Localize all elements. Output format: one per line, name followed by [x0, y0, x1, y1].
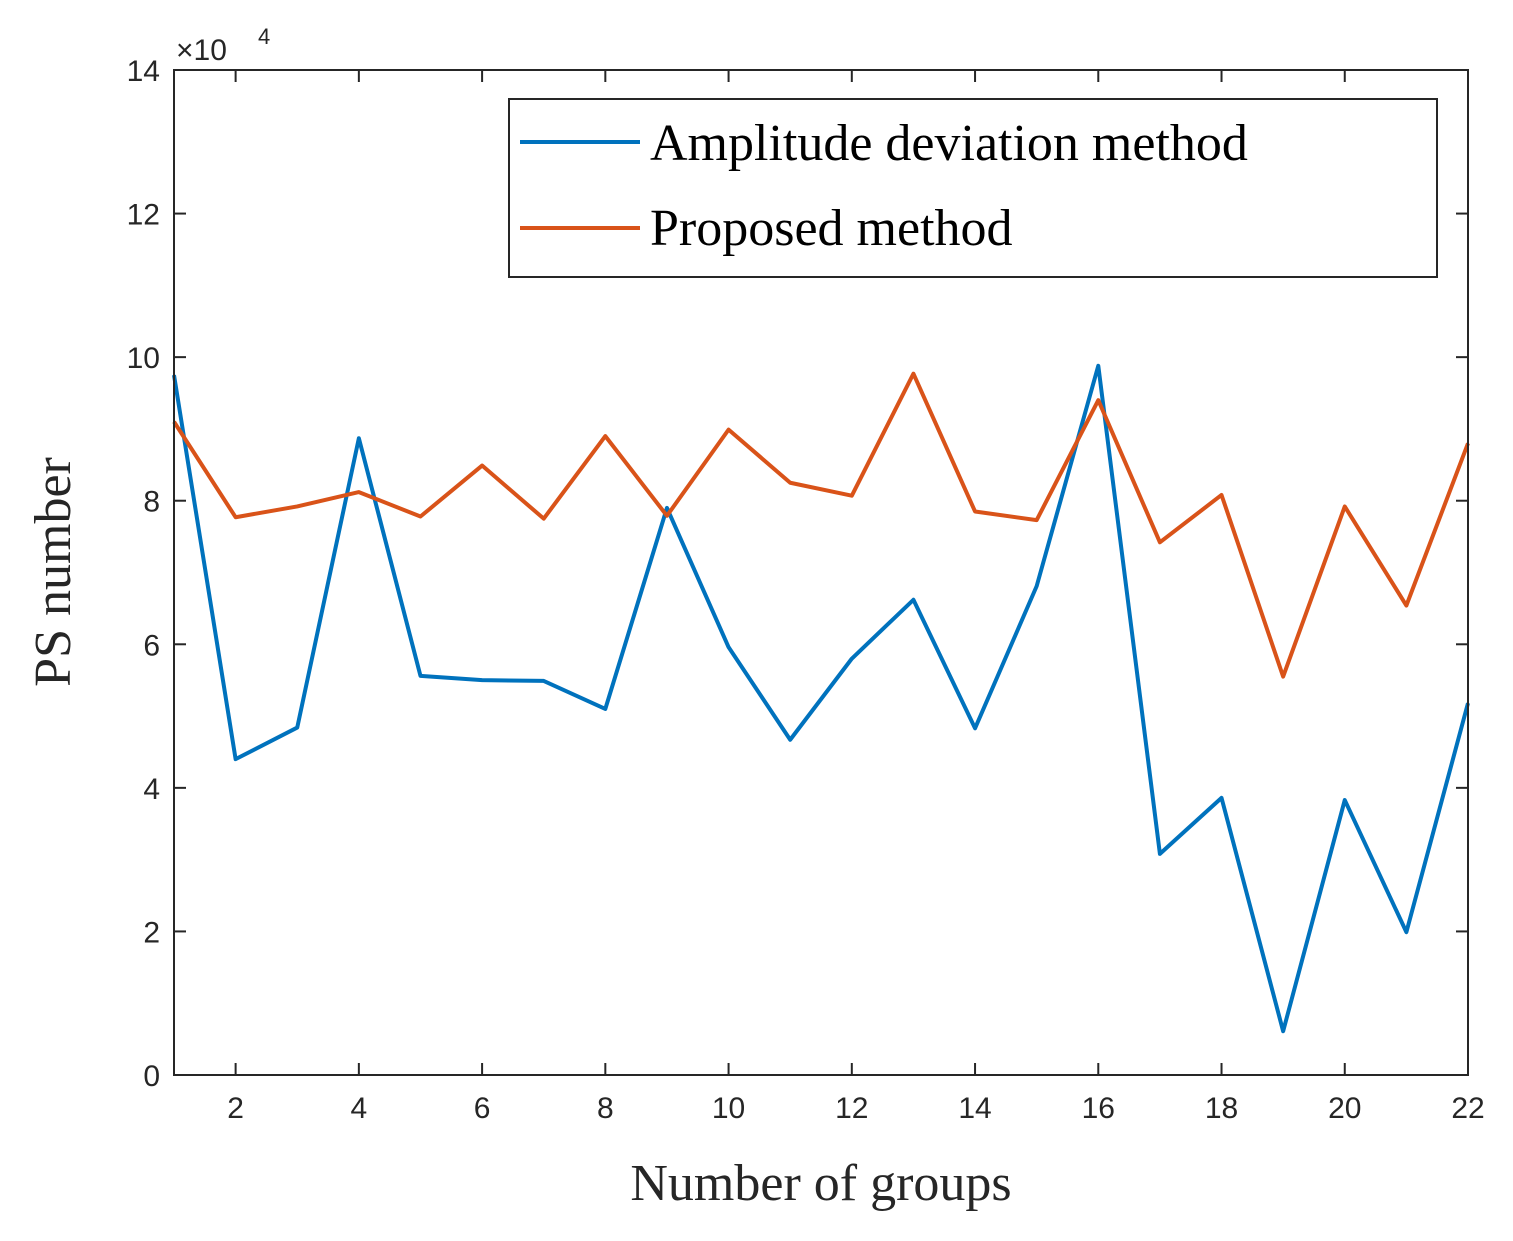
y-tick-label: 6: [143, 629, 160, 662]
y-tick-label: 4: [143, 773, 160, 806]
legend: Amplitude deviation method Proposed meth…: [508, 98, 1438, 278]
axes-box: [173, 69, 1469, 1076]
legend-box: [508, 98, 1438, 278]
series-line-amplitude-deviation: [172, 363, 1470, 1034]
y-multiplier-exponent: 4: [258, 24, 270, 49]
y-tick-label: 2: [143, 916, 160, 949]
y-tick-label: 8: [143, 486, 160, 519]
x-tick-label: 6: [474, 1092, 491, 1125]
x-tick-label: 10: [712, 1092, 745, 1125]
y-tick-label: 12: [127, 199, 160, 232]
y-tick-label: 0: [143, 1060, 160, 1093]
y-axis-title: PS number: [25, 457, 82, 687]
series-layer: [172, 363, 1470, 1034]
x-tick-label: 8: [597, 1092, 614, 1125]
legend-label-proposed: Proposed method: [650, 200, 1013, 257]
x-tick-label: 22: [1451, 1092, 1484, 1125]
tick-layer: 2 4 6 8 10 12 14 16 18 20 22 0 2 4 6 8 10 12 14: [127, 55, 1485, 1125]
x-tick-label: 2: [227, 1092, 244, 1125]
x-tick-label: 12: [835, 1092, 868, 1125]
x-tick-label: 16: [1082, 1092, 1115, 1125]
y-tick-label: 10: [127, 342, 160, 375]
y-multiplier: ×10 4: [176, 24, 270, 67]
x-axis-title: Number of groups: [630, 1155, 1011, 1212]
x-tick-label: 14: [958, 1092, 991, 1125]
legend-label-amplitude: Amplitude deviation method: [650, 115, 1248, 172]
y-tick-label: 14: [127, 55, 160, 88]
x-tick-label: 18: [1205, 1092, 1238, 1125]
x-tick-label: 20: [1328, 1092, 1361, 1125]
y-multiplier-base: ×10: [176, 34, 227, 67]
x-tick-label: 4: [351, 1092, 368, 1125]
series-line-proposed: [172, 371, 1470, 679]
